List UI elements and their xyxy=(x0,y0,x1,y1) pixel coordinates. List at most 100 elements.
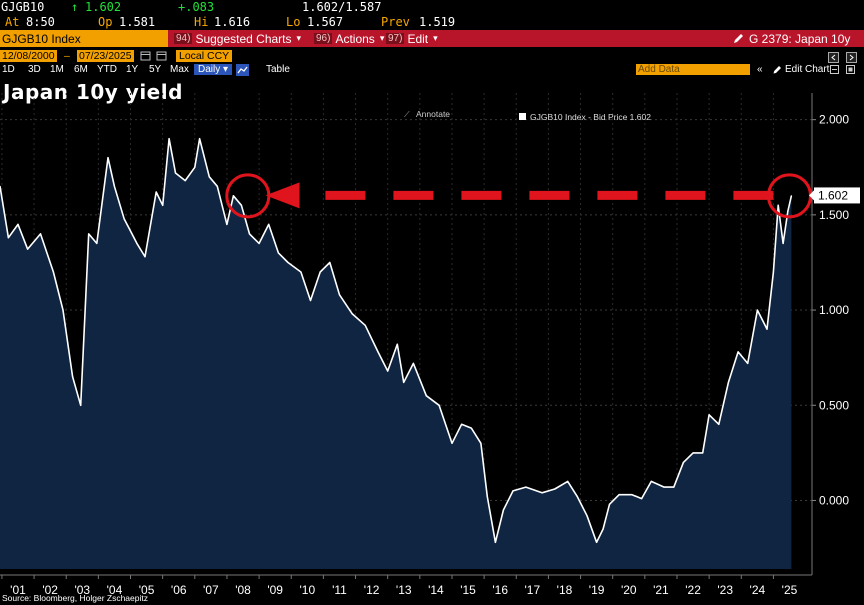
expand-icon[interactable] xyxy=(846,63,855,76)
period-tab-1d[interactable]: 1D xyxy=(2,64,15,75)
back-icon[interactable] xyxy=(828,50,839,68)
data-point xyxy=(502,509,504,511)
y-axis: 0.000 0.500 1.000 1.500 2.000 xyxy=(811,93,849,575)
data-point xyxy=(62,309,64,311)
frequency-select[interactable]: Daily ▾ xyxy=(194,64,233,75)
data-point xyxy=(451,442,453,444)
high-label: Hi xyxy=(194,15,209,29)
actions-label: Actions xyxy=(335,31,375,46)
period-tab-1y[interactable]: 1Y xyxy=(126,64,139,75)
data-point xyxy=(208,176,210,178)
data-point xyxy=(650,480,652,482)
data-point xyxy=(494,541,496,543)
data-point xyxy=(412,362,414,364)
data-point xyxy=(747,362,749,364)
data-point xyxy=(782,242,784,244)
period-tab-ytd[interactable]: YTD xyxy=(97,64,117,75)
ohlc-row: At 8:50 Op 1.581 Hi 1.616 Lo 1.567 Prev … xyxy=(0,14,864,30)
security-field[interactable]: GJGB10 Index xyxy=(0,30,168,47)
data-point xyxy=(692,452,694,454)
x-tick-label: '03 xyxy=(74,583,90,597)
chevron-down-icon: ▾ xyxy=(433,33,438,43)
data-point xyxy=(300,271,302,273)
data-point xyxy=(480,442,482,444)
period-tab-1m[interactable]: 1M xyxy=(50,64,64,75)
x-axis: '01 '02 '03 '04 '05 '06 '07 '08 '09 '10 '11 '12 '13 '… xyxy=(0,574,812,597)
data-point xyxy=(277,252,279,254)
last-price: 1.602 xyxy=(85,0,122,14)
data-point xyxy=(576,496,578,498)
data-point xyxy=(718,423,720,425)
data-point xyxy=(27,248,29,250)
last-price-tag xyxy=(814,187,860,204)
y-tick-label: 0.000 xyxy=(819,493,849,507)
data-point xyxy=(541,492,543,494)
data-point xyxy=(772,271,775,273)
chevron-down-icon: ▾ xyxy=(296,33,302,43)
actions-button[interactable]: 96) Actions ▾ xyxy=(314,30,384,47)
data-point xyxy=(199,138,201,140)
data-point xyxy=(525,486,527,488)
period-tab-6m[interactable]: 6M xyxy=(74,64,88,75)
data-point xyxy=(470,427,472,429)
line-chart-icon[interactable] xyxy=(236,63,249,76)
x-tick-label: '05 xyxy=(139,583,155,597)
data-point xyxy=(567,480,569,482)
data-point xyxy=(329,261,331,264)
data-point xyxy=(39,233,42,235)
up-arrow-icon: ↑ xyxy=(71,0,79,14)
pencil-icon xyxy=(734,34,743,43)
data-point xyxy=(618,494,620,496)
suggested-charts-label: Suggested Charts xyxy=(195,31,292,46)
at-value: 8:50 xyxy=(26,15,55,29)
yield-chart: '01 '02 '03 '04 '05 '06 '07 '08 '09 '10 '11 '12 '13 '… xyxy=(0,93,860,597)
currency-select[interactable]: Local CCY xyxy=(176,49,233,62)
calendar-icon[interactable] xyxy=(156,48,167,63)
annotate-pencil-icon: ⟋ xyxy=(404,110,410,119)
data-point xyxy=(663,486,665,488)
data-point xyxy=(248,233,251,235)
edit-label: Edit xyxy=(407,31,429,46)
x-tick-label: '23 xyxy=(717,583,733,597)
x-tick-label: '12 xyxy=(364,583,380,597)
x-tick-label: '02 xyxy=(42,583,58,597)
low-label: Lo xyxy=(286,15,301,29)
table-button[interactable]: Table xyxy=(266,64,290,75)
add-data-field[interactable]: Add Data xyxy=(636,64,750,75)
data-point xyxy=(756,309,759,311)
forward-icon[interactable] xyxy=(846,50,857,68)
data-point xyxy=(641,498,643,500)
x-tick-label: '09 xyxy=(267,583,283,597)
data-point xyxy=(438,404,440,406)
data-point xyxy=(268,223,270,225)
data-point xyxy=(554,488,556,490)
data-point xyxy=(258,242,260,244)
edit-button[interactable]: 97) Edit ▾ xyxy=(386,30,438,47)
data-point xyxy=(52,271,55,273)
period-tab-3d[interactable]: 3D xyxy=(28,64,41,75)
settings-icon[interactable] xyxy=(830,63,839,76)
end-date-field[interactable]: 07/23/2025 xyxy=(77,49,134,62)
data-point xyxy=(387,370,389,372)
data-point xyxy=(425,395,427,397)
data-point xyxy=(351,313,353,315)
period-tab-5y[interactable]: 5Y xyxy=(149,64,162,75)
chart-id-button[interactable]: G 2379: Japan 10y xyxy=(733,30,850,47)
data-point xyxy=(194,166,196,168)
data-point xyxy=(727,381,730,383)
last-price-pointer xyxy=(809,190,814,201)
x-tick-label: '15 xyxy=(460,583,476,597)
edit-chart-button[interactable]: Edit Chart xyxy=(773,63,829,76)
calendar-icon[interactable] xyxy=(140,48,151,63)
data-point xyxy=(168,138,170,140)
data-point xyxy=(708,414,710,416)
data-point xyxy=(174,172,177,174)
prev-value: 1.519 xyxy=(419,15,456,29)
start-date-field[interactable]: 12/08/2000 xyxy=(0,49,57,62)
collapse-icon[interactable]: « xyxy=(757,64,763,75)
period-tab-max[interactable]: Max xyxy=(170,64,189,75)
x-tick-label: '22 xyxy=(685,583,701,597)
data-point xyxy=(162,204,164,206)
annotate-button[interactable]: ⟋ Annotate xyxy=(404,109,450,119)
suggested-charts-button[interactable]: 94) Suggested Charts ▾ xyxy=(174,30,301,47)
